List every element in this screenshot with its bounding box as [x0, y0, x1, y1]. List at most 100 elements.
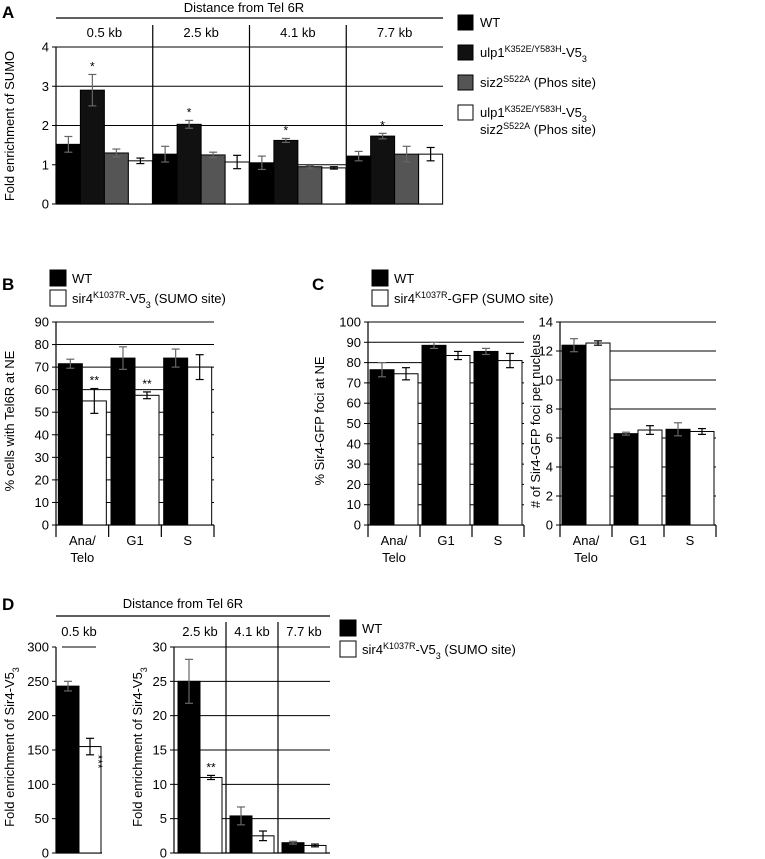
bar [297, 166, 323, 205]
y-tick-label: 50 [35, 405, 49, 420]
significance-marker: ** [206, 760, 216, 774]
panel-a-ylabel: Fold enrichment of SUMO [2, 51, 17, 201]
legend-a-swatch-double [457, 104, 474, 121]
y-tick-label: 50 [347, 416, 361, 431]
legend-c-label-mut: sir4K1037R-GFP (SUMO site) [394, 290, 553, 306]
chart-a: 0 1 2 3 4 0.5 kb 2.5 kb 4.1 kb 7.7 kb * * * * [42, 25, 444, 212]
y-tick-label: 40 [35, 427, 49, 442]
category-label: S [183, 533, 192, 548]
category-label: S [686, 533, 695, 548]
y-tick-label: 150 [27, 743, 49, 758]
bar [177, 680, 201, 854]
legend-c-swatch-wt [371, 269, 389, 287]
y-tick-label: 30 [347, 457, 361, 472]
y-tick-label: 70 [35, 360, 49, 375]
legend-b-swatch-wt [49, 269, 67, 287]
category-label: G1 [629, 533, 646, 548]
bar [103, 152, 129, 205]
significance-marker: ** [90, 374, 100, 388]
bar [369, 369, 395, 526]
y-tick-label: 80 [347, 355, 361, 370]
panel-d-header: Distance from Tel 6R [123, 596, 243, 611]
y-tick-label: 1 [42, 157, 49, 172]
legend-a-label-siz2: siz2S522A (Phos site) [480, 74, 596, 90]
y-tick-label: 60 [347, 396, 361, 411]
significance-marker: ** [142, 377, 152, 391]
category-label: 7.7 kb [286, 624, 321, 639]
panel-d1-ylabel: Fold enrichment of Sir4-V53 [2, 667, 21, 827]
y-tick-label: 90 [35, 315, 49, 330]
y-tick-label: 6 [546, 431, 553, 446]
bar [561, 344, 587, 526]
bar [418, 153, 444, 205]
bar [127, 160, 153, 205]
panel-b-letter: B [2, 275, 14, 294]
y-tick-label: 30 [35, 450, 49, 465]
chart-c1: 0 10 20 30 40 50 60 70 80 90 100 Ana/Telo G1 S [339, 315, 525, 565]
y-tick-label: 0 [354, 518, 361, 533]
y-tick-label: 4 [546, 460, 553, 475]
legend-a-swatch-wt [457, 14, 474, 31]
y-tick-label: 3 [42, 79, 49, 94]
category-label: 4.1 kb [234, 624, 269, 639]
bar [57, 363, 83, 526]
legend-b: WT sir4K1037R-V53 (SUMO site) [49, 269, 226, 310]
legend-d-swatch-wt [339, 619, 357, 637]
y-tick-label: 0 [546, 518, 553, 533]
bar [613, 433, 639, 526]
category-label: Ana/Telo [69, 533, 96, 565]
bar [370, 135, 396, 205]
category-label: G1 [126, 533, 143, 548]
bar [421, 344, 447, 526]
y-tick-label: 100 [339, 315, 361, 330]
y-tick-label: 2 [42, 118, 49, 133]
legend-d: WT sir4K1037R-V53 (SUMO site) [339, 619, 516, 661]
y-tick-label: 20 [153, 708, 167, 723]
significance-marker: * [380, 118, 385, 132]
y-tick-label: 70 [347, 375, 361, 390]
panel-a-letter: A [2, 3, 14, 22]
legend-b-swatch-mut [49, 289, 67, 307]
y-tick-label: 10 [347, 497, 361, 512]
y-tick-label: 200 [27, 708, 49, 723]
y-tick-label: 20 [35, 472, 49, 487]
legend-a: WT ulp1K352E/Y583H-V53 siz2S522A (Phos s… [457, 14, 596, 137]
legend-b-label-mut: sir4K1037R-V53 (SUMO site) [72, 290, 226, 310]
y-tick-label: 250 [27, 674, 49, 689]
bar [110, 357, 136, 526]
bar [176, 123, 202, 205]
bar [585, 342, 611, 526]
y-tick-label: 12 [539, 344, 553, 359]
panel-c2-ylabel: # of Sir4-GFP foci per nucleus [528, 334, 543, 508]
category-label: S [494, 533, 503, 548]
bar [346, 155, 372, 205]
bar [689, 430, 715, 526]
bar [473, 350, 499, 526]
panel-c1-ylabel: % Sir4-GFP foci at NE [312, 356, 327, 485]
legend-a-label-wt: WT [480, 15, 500, 30]
category-label: G1 [437, 533, 454, 548]
bar [321, 167, 347, 205]
y-tick-label: 10 [153, 777, 167, 792]
bar [497, 360, 523, 526]
panel-c-letter: C [312, 275, 324, 294]
y-tick-label: 25 [153, 674, 167, 689]
y-tick-label: 50 [35, 811, 49, 826]
panel-a-header: Distance from Tel 6R [184, 0, 304, 15]
y-tick-label: 0 [42, 197, 49, 212]
y-tick-label: 10 [35, 495, 49, 510]
chart-d1: 0 50 100 150 200 250 300 0.5 kb *** [27, 624, 105, 859]
significance-marker: * [187, 105, 192, 119]
y-tick-label: 20 [347, 477, 361, 492]
y-tick-label: 0 [160, 846, 167, 859]
y-tick-label: 15 [153, 743, 167, 758]
panel-b-ylabel: % cells with Tel6R at NE [2, 350, 17, 491]
y-tick-label: 0 [42, 846, 49, 859]
bar [665, 428, 691, 526]
bar [445, 354, 471, 526]
y-tick-label: 5 [160, 811, 167, 826]
chart-b: 0 10 20 30 40 50 60 70 80 90 Ana/Telo G1 S ** ** [35, 315, 215, 565]
y-tick-label: 10 [539, 373, 553, 388]
y-tick-label: 2 [546, 489, 553, 504]
